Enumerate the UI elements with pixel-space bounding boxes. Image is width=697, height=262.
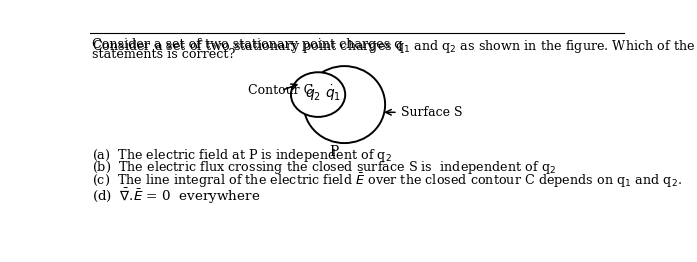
Text: $\dot{q}_2$: $\dot{q}_2$ — [305, 83, 321, 103]
Ellipse shape — [291, 72, 345, 117]
Text: (c)  The line integral of the electric field $\bar{E}$ over the closed contour C: (c) The line integral of the electric fi… — [92, 172, 682, 190]
Text: (b)  The electric flux crossing the closed surface S is  independent of q$_2$: (b) The electric flux crossing the close… — [92, 159, 556, 176]
Text: statements is correct?: statements is correct? — [92, 48, 235, 61]
Text: Consider a set of two stationary point charges q: Consider a set of two stationary point c… — [92, 38, 402, 51]
Text: Surface S: Surface S — [385, 106, 462, 119]
Text: $\dot{q}_1$: $\dot{q}_1$ — [325, 83, 342, 103]
Text: Contour C: Contour C — [248, 84, 314, 97]
Text: (a)  The electric field at P is independent of q$_2$: (a) The electric field at P is independe… — [92, 147, 392, 164]
Text: P: P — [329, 145, 338, 159]
Text: Consider a set of two stationary point charges q$_1$ and q$_2$ as shown in the f: Consider a set of two stationary point c… — [92, 38, 697, 54]
Text: (d)  $\bar{\nabla}$.$\bar{E}$ = 0  everywhere: (d) $\bar{\nabla}$.$\bar{E}$ = 0 everywh… — [92, 186, 260, 206]
